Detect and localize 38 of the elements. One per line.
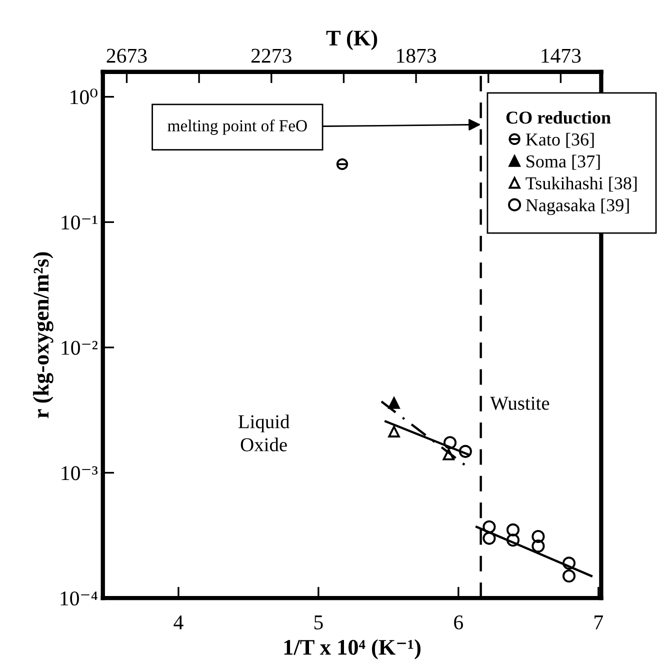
point <box>482 520 496 534</box>
y-tick-label: 10⁻¹ <box>62 215 98 230</box>
point <box>562 569 576 583</box>
point <box>506 523 520 536</box>
annotation: Liquid Oxide <box>238 414 290 452</box>
legend-title: CO reduction <box>506 111 611 124</box>
x2-axis-title: T (K) <box>326 30 378 50</box>
y-tick-label: 10⁻³ <box>62 466 98 480</box>
annotation: melting point of FeO <box>168 119 307 135</box>
legend-label: Tsukihashi [38] <box>526 176 637 192</box>
y-tick-label: 10⁻² <box>62 340 98 355</box>
point <box>443 436 457 450</box>
legend-label: Kato [36] <box>526 132 594 148</box>
x-tick-label: 6 <box>454 615 464 630</box>
x2-tick-label: 1873 <box>397 48 436 63</box>
point <box>482 532 496 545</box>
x-tick-label: 5 <box>314 616 323 630</box>
point <box>506 534 520 547</box>
point <box>562 556 576 570</box>
x2-tick-label: 1473 <box>542 48 581 63</box>
point <box>442 448 454 460</box>
y-axis-title: r (kg-oxygen/m²s) <box>33 252 54 418</box>
x-tick-label: 7 <box>594 616 604 630</box>
y-tick-label: 10⁰ <box>70 88 98 104</box>
point <box>388 397 400 409</box>
y-tick-label: 10⁻⁴ <box>60 591 98 606</box>
point <box>532 540 545 553</box>
point <box>336 158 348 170</box>
x-axis-title: 1/T x 10⁴ (K⁻¹) <box>284 639 420 660</box>
legend-label: Soma [37] <box>526 154 600 170</box>
point <box>458 444 472 458</box>
annotation: Wustite <box>490 396 550 410</box>
x2-tick-label: 2273 <box>251 48 292 63</box>
point <box>532 530 545 544</box>
x-tick-label: 4 <box>174 615 184 630</box>
legend-label: Nagasaka [39] <box>526 198 629 216</box>
point <box>388 426 400 438</box>
x2-tick-label: 2673 <box>106 48 147 63</box>
